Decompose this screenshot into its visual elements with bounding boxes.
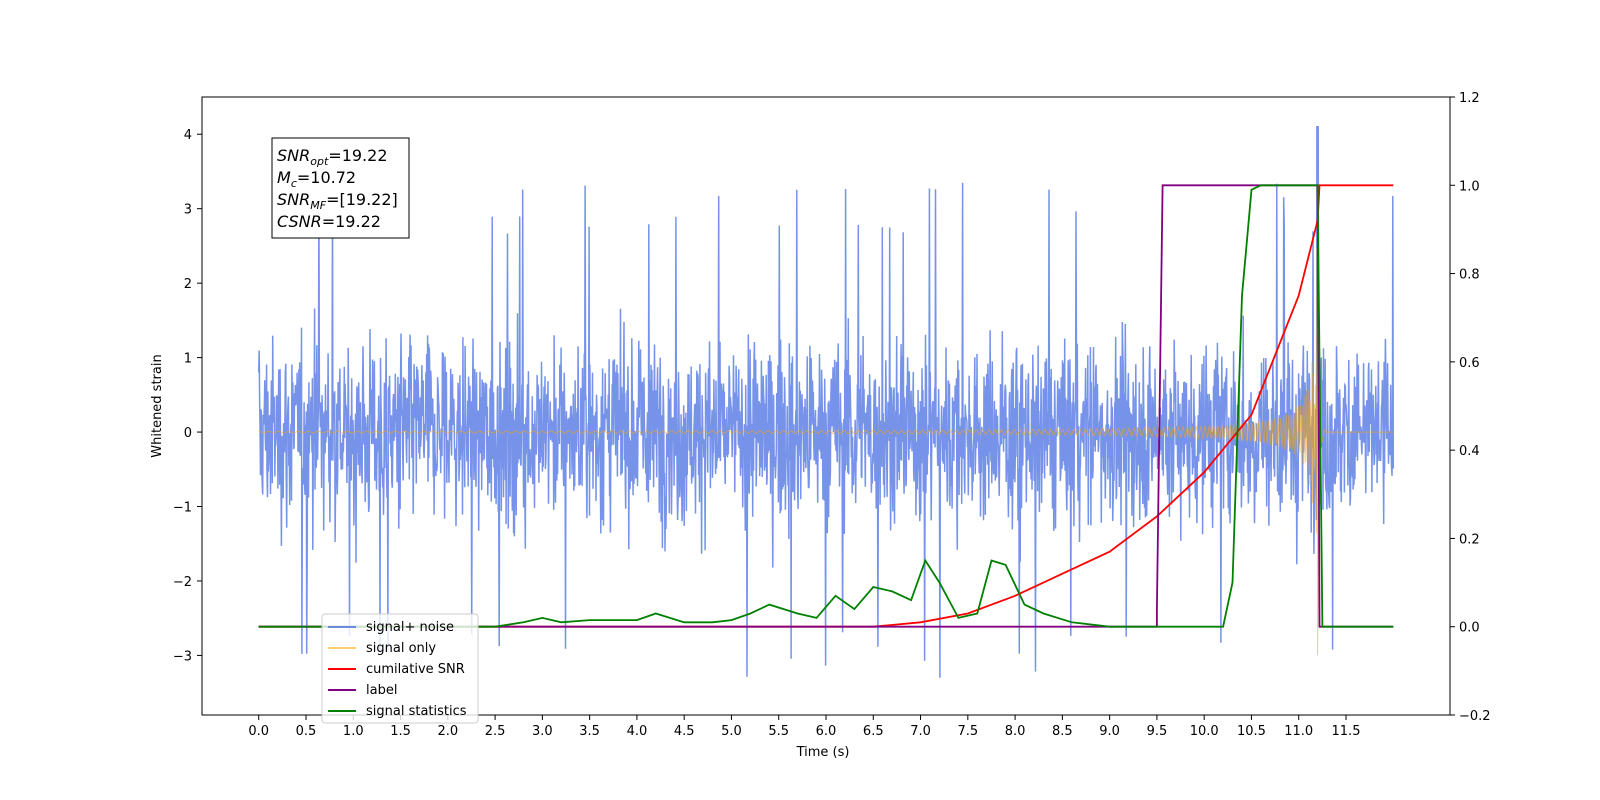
x-tick-label: 8.0 — [1005, 724, 1026, 739]
annotation-line: Mc=10.72 — [277, 168, 356, 190]
snr-annotation-box: SNRopt=19.22Mc=10.72SNRMF=[19.22]CSNR=19… — [271, 137, 410, 239]
y-tick-label: 3 — [184, 203, 192, 218]
x-tick-label: 0.5 — [296, 724, 317, 739]
x-tick-label: 5.0 — [721, 724, 742, 739]
legend-label: label — [366, 683, 397, 698]
annotation-frame — [271, 137, 410, 239]
series-signal-plus-noise — [257, 126, 1395, 678]
x-axis-label: Time (s) — [796, 745, 850, 760]
x-tick-label: 11.5 — [1332, 724, 1361, 739]
y-tick-label: 2 — [184, 277, 192, 292]
y2-tick-label: 0.6 — [1459, 356, 1480, 371]
annotation-line: SNRMF=[19.22] — [277, 190, 398, 212]
legend-label: signal only — [366, 641, 436, 656]
x-tick-label: 10.0 — [1190, 724, 1219, 739]
annotation-line: SNRopt=19.22 — [277, 146, 388, 168]
y-tick-label: 1 — [184, 352, 192, 367]
x-tick-label: 4.0 — [627, 724, 648, 739]
x-tick-label: 6.5 — [863, 724, 884, 739]
x-tick-label: 2.0 — [437, 724, 458, 739]
legend: signal+ noise signal only cumilative SNR la… — [321, 613, 479, 724]
x-tick-label: 9.0 — [1099, 724, 1120, 739]
x-tick-label: 0.0 — [248, 724, 269, 739]
x-tick-label: 10.5 — [1237, 724, 1266, 739]
legend-label: signal statistics — [366, 704, 467, 719]
x-tick-label: 2.5 — [485, 724, 506, 739]
x-axis: 0.0 0.5 1.0 1.5 2.0 2.5 3.0 3.5 4.0 4.5 5.0 5.5 6.0 6… — [248, 715, 1360, 739]
y-axis-label: Whitened strain — [150, 354, 165, 457]
y2-tick-label: 0.4 — [1459, 444, 1480, 459]
x-tick-label: 9.5 — [1147, 724, 1168, 739]
y2-tick-label: 0.0 — [1459, 621, 1480, 636]
y-tick-label: −1 — [173, 501, 192, 516]
x-tick-label: 4.5 — [674, 724, 695, 739]
series-signal-only — [258, 247, 1394, 656]
y-tick-label: 4 — [184, 128, 192, 143]
x-tick-label: 1.5 — [390, 724, 411, 739]
y2-tick-label: 0.2 — [1459, 532, 1480, 547]
x-tick-label: 7.0 — [910, 724, 931, 739]
y-axis-left: −3 −2 −1 0 1 2 3 4 — [173, 128, 202, 664]
y2-tick-label: 1.2 — [1459, 91, 1480, 106]
series-cumulative-snr — [258, 184, 1394, 628]
y-axis-right: −0.2 0.0 0.2 0.4 0.6 0.8 1.0 1.2 — [1450, 91, 1491, 724]
y-tick-label: −3 — [173, 649, 192, 664]
annotation-line: CSNR=19.22 — [277, 212, 381, 231]
y2-tick-label: 1.0 — [1459, 179, 1480, 194]
series-layer — [257, 126, 1395, 678]
legend-frame — [321, 613, 479, 724]
y2-tick-label: −0.2 — [1459, 709, 1491, 724]
legend-label: signal+ noise — [366, 620, 454, 635]
y-tick-label: 0 — [184, 426, 192, 441]
x-tick-label: 11.0 — [1284, 724, 1313, 739]
legend-label: cumilative SNR — [366, 662, 465, 677]
y-tick-label: −2 — [173, 575, 192, 590]
series-signal-statistics — [258, 184, 1394, 628]
x-tick-label: 5.5 — [768, 724, 789, 739]
x-tick-label: 1.0 — [343, 724, 364, 739]
x-tick-label: 6.0 — [816, 724, 837, 739]
x-tick-label: 8.5 — [1052, 724, 1073, 739]
y2-tick-label: 0.8 — [1459, 268, 1480, 283]
x-tick-label: 7.5 — [957, 724, 978, 739]
x-tick-label: 3.5 — [579, 724, 600, 739]
x-tick-label: 3.0 — [532, 724, 553, 739]
